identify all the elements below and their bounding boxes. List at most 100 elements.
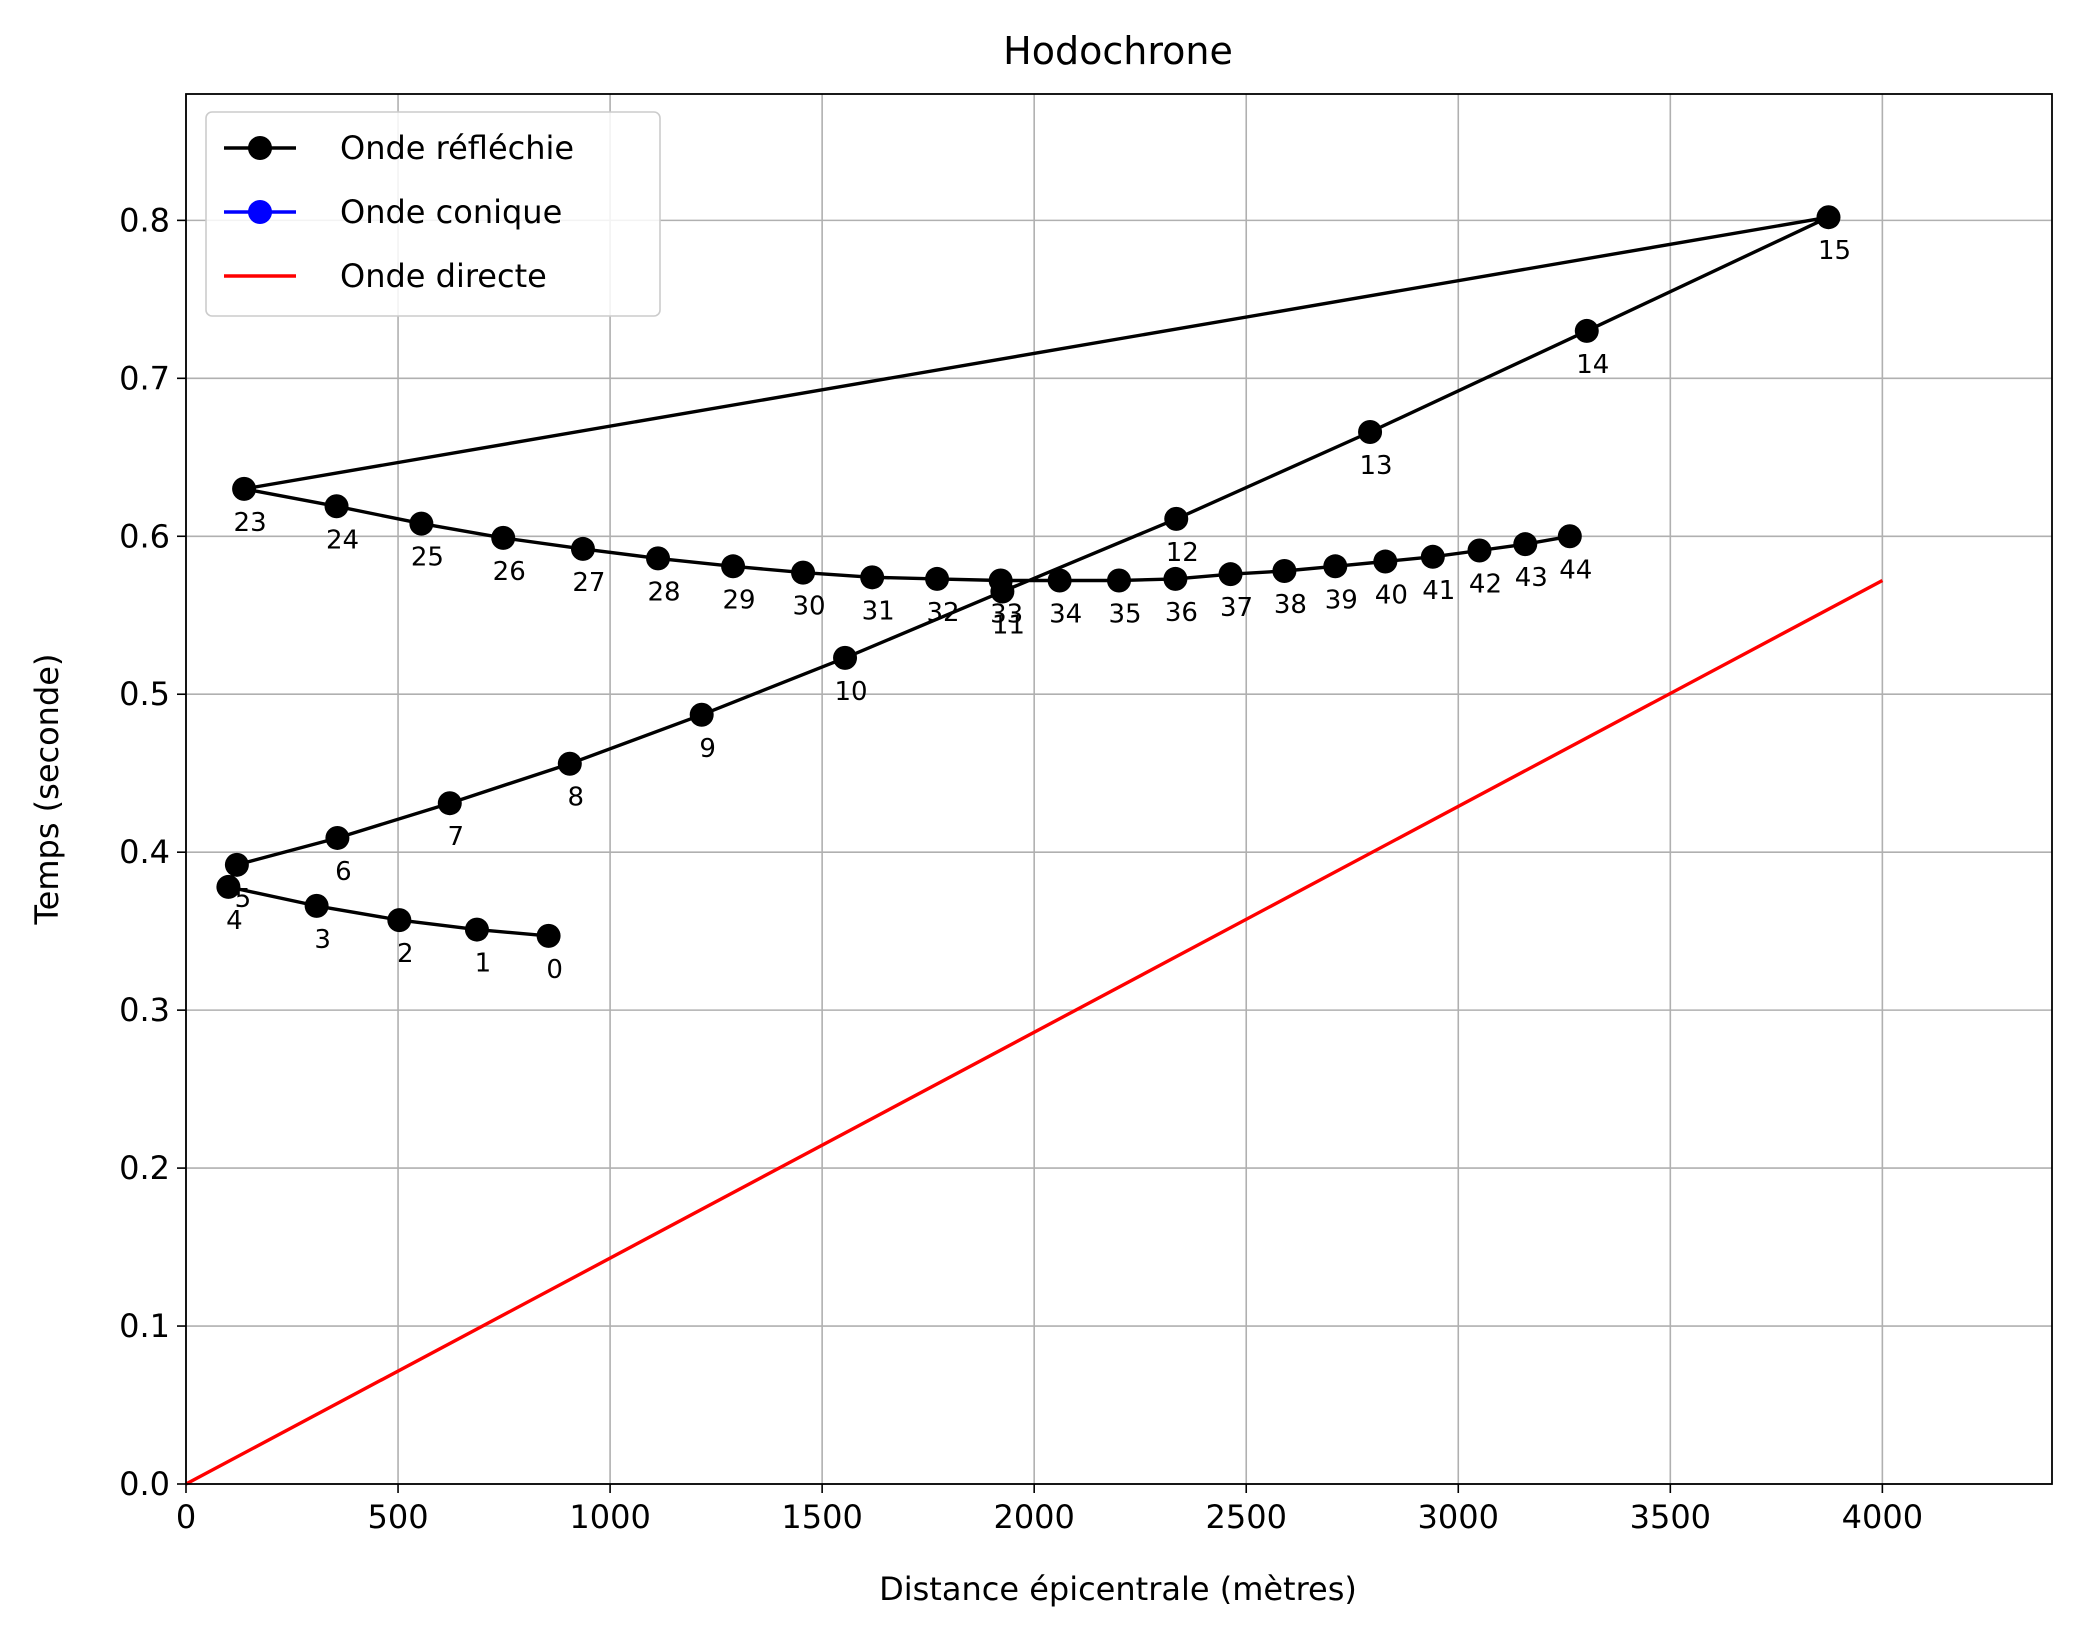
data-point [1218,562,1243,587]
data-point-label: 13 [1360,451,1393,481]
data-point-label: 3 [314,925,331,955]
data-point [1420,544,1445,569]
data-point [216,874,241,899]
data-point [232,476,257,501]
data-point-label: 34 [1049,600,1082,630]
data-point [860,565,885,590]
x-tick-label: 3500 [1630,1498,1711,1536]
data-point [387,908,412,933]
data-point-label: 40 [1375,581,1408,611]
data-point [925,566,950,591]
data-point [689,702,714,727]
legend-marker [248,136,272,160]
x-tick-label: 2000 [993,1498,1074,1536]
data-point-label: 27 [572,568,605,598]
data-point-label: 28 [647,577,680,607]
data-point [324,494,349,519]
data-point [1272,559,1297,584]
data-point-label: 6 [335,857,352,887]
data-point [721,554,746,579]
data-point [1358,420,1383,445]
y-tick-label: 0.2 [119,1149,170,1187]
y-tick-label: 0.6 [119,517,170,555]
data-point [325,825,350,850]
data-point-label: 9 [699,734,716,764]
y-axis-label: Temps (seconde) [28,654,66,926]
data-point-label: 4 [226,906,243,936]
data-point [491,525,516,550]
data-point-label: 10 [834,677,867,707]
x-tick-label: 3000 [1418,1498,1499,1536]
legend-marker [248,200,272,224]
y-tick-label: 0.7 [119,359,170,397]
data-point [464,917,489,942]
data-point-label: 44 [1559,555,1592,585]
data-point-label: 7 [448,822,465,852]
legend-box [205,111,661,317]
data-point-label: 11 [992,611,1025,641]
data-point-label: 35 [1108,600,1141,630]
y-tick-label: 0.0 [119,1465,170,1503]
y-tick-label: 0.8 [119,201,170,239]
legend-label: Onde directe [340,257,547,295]
data-point-label: 32 [927,598,960,628]
data-point-label: 25 [411,543,444,573]
data-point-label: 8 [568,783,585,813]
data-point-label: 23 [234,508,267,538]
y-tick-label: 0.3 [119,991,170,1029]
data-point-label: 38 [1274,590,1307,620]
series-2 [185,578,1884,1486]
x-tick-label: 4000 [1842,1498,1923,1536]
data-point-label: 42 [1469,569,1502,599]
data-point [1467,538,1492,563]
data-point [304,893,329,918]
data-point-label: 14 [1576,350,1609,380]
data-point [1513,532,1538,557]
data-point [570,536,595,561]
data-point-label: 31 [862,596,895,626]
data-point-label: 29 [723,585,756,615]
data-point-label: 26 [493,557,526,587]
y-tick-label: 0.5 [119,675,170,713]
series-line [185,578,1884,1486]
data-point-label: 36 [1165,598,1198,628]
data-point-label: 5 [235,884,252,914]
data-point-label: 1 [475,949,492,979]
data-point [1816,205,1841,230]
data-point [1047,568,1072,593]
data-point [1557,524,1582,549]
chart-title: Hodochrone [1003,29,1233,73]
data-point [437,791,462,816]
data-point [409,511,434,536]
data-point [557,751,582,776]
data-point [791,560,816,585]
x-tick-label: 500 [368,1498,429,1536]
data-point-label: 0 [546,955,563,985]
data-point [1373,549,1398,574]
data-point-label: 24 [326,525,359,555]
data-point [1574,318,1599,343]
legend: Onde réfléchie Onde conique Onde directe [205,111,661,317]
data-point [224,852,249,877]
x-tick-label: 1000 [569,1498,650,1536]
data-point-label: 43 [1515,563,1548,593]
legend-label: Onde réfléchie [340,129,574,167]
data-point-label: 41 [1422,576,1455,606]
data-point [536,923,561,948]
y-tick-label: 0.4 [119,833,170,871]
data-point [988,568,1013,593]
plot-frame [185,93,2053,1485]
x-tick-label: 0 [176,1498,196,1536]
data-point-label: 33 [990,600,1023,630]
data-point-label: 39 [1325,585,1358,615]
data-point-label: 30 [793,592,826,622]
data-point-label: 12 [1166,538,1199,568]
data-point [1107,568,1131,593]
data-point [646,546,671,571]
x-tick-label: 1500 [781,1498,862,1536]
y-tick-label: 0.1 [119,1307,170,1345]
